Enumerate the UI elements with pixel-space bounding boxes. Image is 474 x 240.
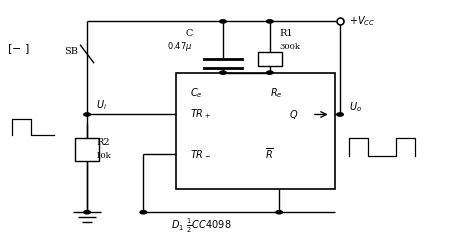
Bar: [258, 52, 282, 66]
Text: R2: R2: [97, 138, 110, 147]
Text: 10k: 10k: [97, 152, 112, 160]
Text: $[-\ ]$: $[-\ ]$: [8, 42, 30, 56]
Bar: [176, 72, 336, 189]
Circle shape: [219, 20, 226, 23]
Text: 300k: 300k: [279, 43, 300, 51]
Text: $TR_-$: $TR_-$: [190, 149, 211, 159]
Text: $D_1\ \frac{1}{2}CC4098$: $D_1\ \frac{1}{2}CC4098$: [172, 217, 232, 235]
Text: $0.47\mu$: $0.47\mu$: [167, 41, 192, 54]
Circle shape: [84, 113, 91, 116]
Circle shape: [266, 71, 273, 74]
Circle shape: [219, 71, 226, 74]
Text: SB: SB: [64, 47, 78, 56]
Circle shape: [140, 210, 146, 214]
Text: $U_i$: $U_i$: [97, 98, 108, 112]
Text: $\overline{R}$: $\overline{R}$: [265, 147, 274, 162]
Text: $+V_{CC}$: $+V_{CC}$: [349, 14, 376, 28]
Circle shape: [276, 210, 283, 214]
Circle shape: [84, 210, 91, 214]
Bar: [75, 138, 99, 161]
Text: R1: R1: [279, 29, 293, 37]
Text: $R_e$: $R_e$: [270, 87, 283, 100]
Text: $Q$: $Q$: [289, 108, 298, 121]
Text: $C_e$: $C_e$: [190, 87, 203, 100]
Text: C: C: [185, 29, 193, 37]
Text: $TR_+$: $TR_+$: [190, 108, 211, 121]
Text: $U_o$: $U_o$: [349, 101, 363, 114]
Circle shape: [337, 113, 343, 116]
Circle shape: [266, 20, 273, 23]
